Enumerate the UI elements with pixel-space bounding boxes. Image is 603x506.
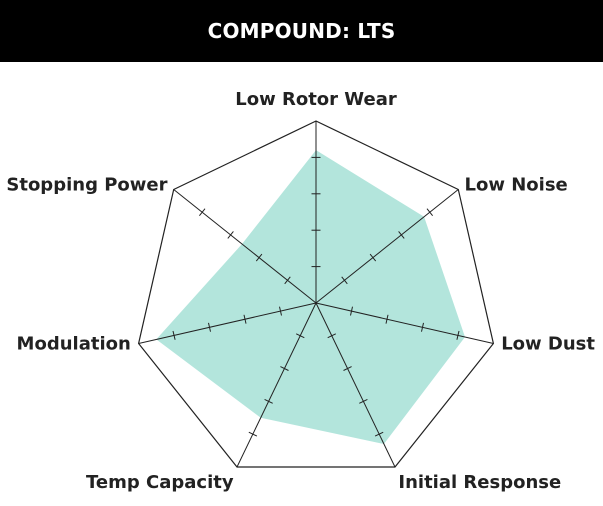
tick-stopping-power-2 — [255, 253, 263, 262]
tick-low-dust-4 — [456, 330, 460, 340]
tick-temp-capacity-3 — [264, 398, 273, 404]
radar-outer-frame — [137, 120, 495, 468]
spoke-low-dust — [315, 302, 494, 344]
spoke-low-noise — [315, 189, 459, 304]
tick-temp-capacity-4 — [248, 431, 258, 437]
tick-low-noise-2 — [369, 253, 377, 262]
tick-low-dust-1 — [350, 306, 353, 316]
tick-low-dust-2 — [385, 314, 389, 324]
spoke-modulation — [138, 302, 317, 344]
axis-label-stopping-power: Stopping Power — [6, 175, 167, 196]
tick-modulation-1 — [279, 306, 282, 316]
radar-series-layer — [156, 150, 466, 444]
tick-initial-response-4 — [374, 431, 384, 437]
axis-label-low-dust: Low Dust — [501, 334, 595, 355]
tick-modulation-2 — [243, 314, 247, 324]
tick-temp-capacity-1 — [295, 333, 305, 339]
spoke-temp-capacity — [236, 302, 317, 468]
spoke-stopping-power — [173, 189, 317, 304]
radar-axes — [138, 121, 494, 468]
axis-label-low-rotor-wear: Low Rotor Wear — [235, 89, 397, 110]
tick-low-noise-4 — [426, 208, 433, 217]
radar-grid — [137, 120, 495, 468]
tick-initial-response-3 — [359, 398, 368, 404]
tick-modulation-4 — [172, 330, 176, 340]
tick-stopping-power-1 — [284, 276, 291, 285]
tick-stopping-power-4 — [199, 208, 206, 217]
radar-axis-labels: Low Rotor Wear Low Noise Low Dust Initial R… — [6, 89, 595, 493]
compound-title: COMPOUND: LTS — [207, 19, 396, 43]
axis-label-low-noise: Low Noise — [465, 175, 568, 196]
tick-low-dust-3 — [421, 322, 424, 332]
tick-low-noise-1 — [341, 276, 348, 285]
tick-stopping-power-3 — [227, 231, 234, 239]
tick-modulation-3 — [208, 322, 211, 332]
radar-chart-container: Low Rotor Wear Low Noise Low Dust Initial R… — [0, 62, 603, 502]
radar-chart: Low Rotor Wear Low Noise Low Dust Initial R… — [6, 89, 595, 493]
tick-initial-response-2 — [343, 366, 352, 371]
axis-label-initial-response: Initial Response — [398, 472, 561, 493]
axis-label-temp-capacity: Temp Capacity — [86, 472, 234, 493]
tick-initial-response-1 — [327, 333, 337, 339]
axis-label-modulation: Modulation — [17, 334, 131, 355]
tick-temp-capacity-2 — [280, 366, 289, 371]
radar-series-area — [156, 150, 466, 444]
chart-header: COMPOUND: LTS — [0, 0, 603, 62]
spoke-initial-response — [315, 302, 396, 468]
tick-low-noise-3 — [398, 231, 405, 239]
